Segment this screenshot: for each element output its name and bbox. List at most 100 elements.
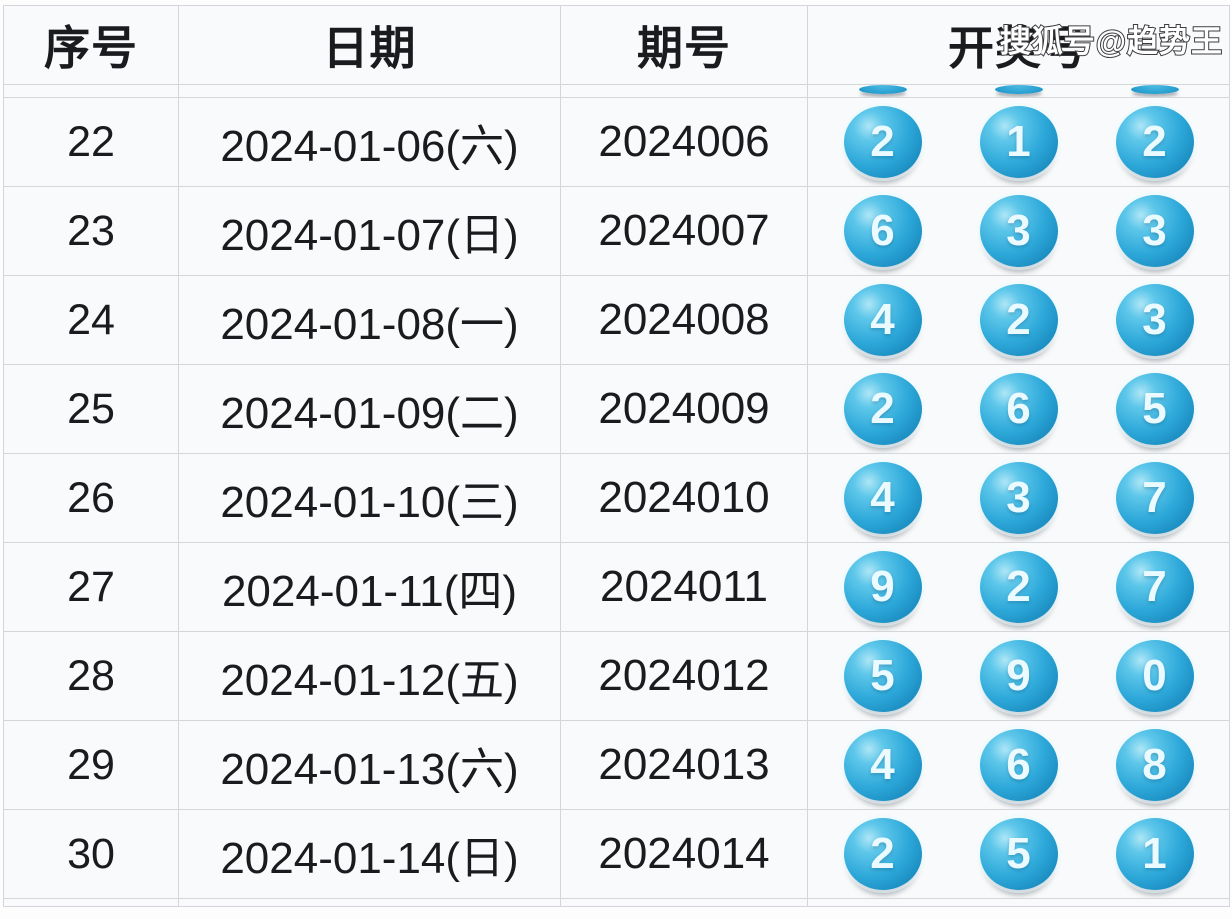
- lottery-ball: 2: [979, 284, 1058, 356]
- lottery-ball: 3: [979, 195, 1058, 267]
- date-cell: 2024-01-08(一): [178, 275, 561, 365]
- seq-cell: 26: [3, 453, 179, 543]
- partial-row-bottom: [3, 898, 1230, 907]
- lottery-ball: 5: [843, 640, 922, 712]
- date-cell: 2024-01-07(日): [178, 186, 561, 276]
- header-period: 期号: [560, 5, 808, 85]
- lottery-ball: 2: [1115, 106, 1194, 178]
- lottery-ball-cutoff: [994, 85, 1043, 94]
- ball-sliver-group: [809, 85, 1229, 94]
- empty-cell: [560, 898, 808, 907]
- seq-cell: 22: [3, 97, 179, 187]
- header-row: 序号 日期 期号 开奖号: [3, 5, 1230, 85]
- lottery-ball: 2: [979, 551, 1058, 623]
- period-cell: 2024013: [560, 720, 808, 810]
- lottery-ball: 4: [843, 462, 922, 534]
- lottery-ball: 6: [979, 729, 1058, 801]
- lottery-ball-cutoff: [1130, 85, 1179, 94]
- lottery-ball: 1: [979, 106, 1058, 178]
- lottery-ball: 3: [979, 462, 1058, 534]
- lottery-ball: 3: [1115, 195, 1194, 267]
- date-cell: 2024-01-12(五): [178, 631, 561, 721]
- lottery-ball: 2: [843, 373, 922, 445]
- lottery-ball: 3: [1115, 284, 1194, 356]
- lottery-ball: 9: [979, 640, 1058, 712]
- lottery-ball: 7: [1115, 462, 1194, 534]
- partial-row-top: [3, 84, 1230, 98]
- date-cell: 2024-01-10(三): [178, 453, 561, 543]
- seq-cell: 25: [3, 364, 179, 454]
- period-cell: 2024010: [560, 453, 808, 543]
- lottery-ball: 1: [1115, 818, 1194, 890]
- table-header: 序号 日期 期号 开奖号: [3, 5, 1230, 85]
- empty-cell: [560, 84, 808, 98]
- period-cell: 2024006: [560, 97, 808, 187]
- lottery-ball: 6: [843, 195, 922, 267]
- seq-cell: 24: [3, 275, 179, 365]
- period-cell: 2024014: [560, 809, 808, 899]
- date-cell: 2024-01-09(二): [178, 364, 561, 454]
- lottery-ball: 0: [1115, 640, 1194, 712]
- seq-cell: 27: [3, 542, 179, 632]
- seq-cell: 23: [3, 186, 179, 276]
- lottery-ball: 8: [1115, 729, 1194, 801]
- lottery-ball: 2: [843, 106, 922, 178]
- seq-cell: 29: [3, 720, 179, 810]
- date-cell: 2024-01-13(六): [178, 720, 561, 810]
- seq-cell: 30: [3, 809, 179, 899]
- period-cell: 2024012: [560, 631, 808, 721]
- lottery-ball: 4: [843, 284, 922, 356]
- lottery-ball: 7: [1115, 551, 1194, 623]
- watermark-sohu-account: 搜狐号@趋势王: [999, 23, 1223, 60]
- lottery-ball: 9: [843, 551, 922, 623]
- empty-cell: [178, 898, 561, 907]
- period-cell: 2024008: [560, 275, 808, 365]
- date-cell: 2024-01-14(日): [178, 809, 561, 899]
- header-seq: 序号: [3, 5, 179, 85]
- period-cell: 2024011: [560, 542, 808, 632]
- header-winning-numbers: 开奖号: [807, 5, 1230, 85]
- period-cell: 2024007: [560, 186, 808, 276]
- header-date: 日期: [178, 5, 561, 85]
- empty-cell: [3, 898, 179, 907]
- empty-cell: [3, 84, 179, 98]
- empty-cell: [178, 84, 561, 98]
- lottery-ball: 2: [843, 818, 922, 890]
- seq-cell: 28: [3, 631, 179, 721]
- lottery-ball-cutoff: [858, 85, 907, 94]
- date-cell: 2024-01-11(四): [178, 542, 561, 632]
- period-cell: 2024009: [560, 364, 808, 454]
- lottery-ball: 4: [843, 729, 922, 801]
- lottery-ball: 5: [1115, 373, 1194, 445]
- partial-balls-cell: [807, 84, 1230, 98]
- empty-cell: [807, 898, 1230, 907]
- lottery-ball: 6: [979, 373, 1058, 445]
